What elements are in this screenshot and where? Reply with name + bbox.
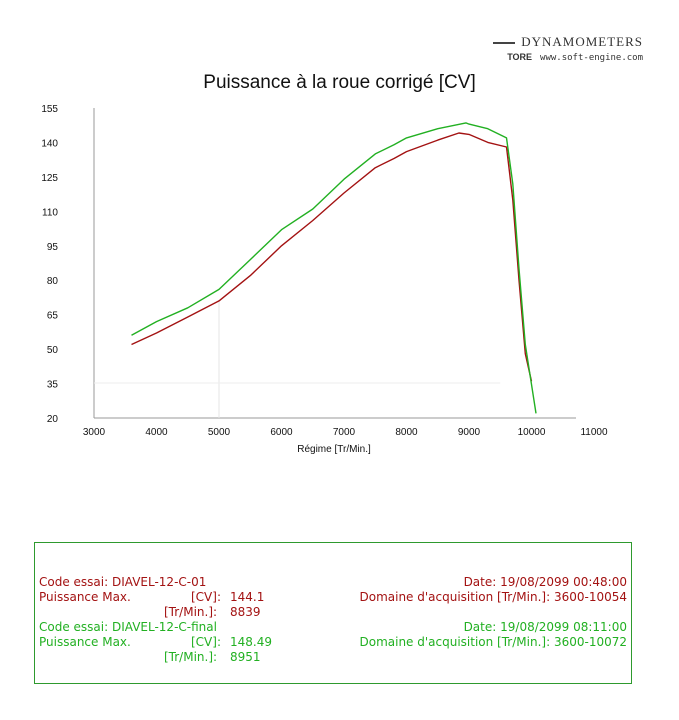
x-tick-label-5: 8000	[395, 427, 418, 438]
chart-title: Puissance à la roue corrigé [CV]	[203, 72, 476, 93]
power-label-2: Puissance Max.	[39, 635, 131, 649]
brand-block: DYNAMOMETERS TORE www.soft-engine.com	[493, 34, 643, 63]
rpm-unit-1: [Tr/Min.]:	[164, 605, 218, 619]
info-row-code-2: Code essai: DIAVEL-12-C-final Date: 19/0…	[39, 620, 627, 635]
power-value-2: 148.49	[230, 635, 272, 649]
domain-1: Domaine d'acquisition [Tr/Min.]: 3600-10…	[359, 590, 627, 604]
info-row-rpm-2: [Tr/Min.]: 8951	[39, 650, 627, 665]
power-chart: 20 35 50 65 80 95 110 125 140 155 3000 4000 5000 6000…	[41, 104, 608, 455]
y-tick-label-1: 35	[47, 380, 59, 391]
brand-url: www.soft-engine.com	[540, 53, 643, 63]
brand-name: DYNAMOMETERS	[521, 34, 643, 49]
brand-bar-icon	[493, 42, 516, 45]
info-row-rpm-1: [Tr/Min.]: 8839	[39, 605, 627, 620]
y-tick-label-5: 95	[47, 242, 59, 253]
power-unit-1: [CV]:	[191, 590, 221, 604]
x-tick-label-0: 3000	[83, 427, 106, 438]
power-value-1: 144.1	[230, 590, 265, 604]
x-tick-label-4: 7000	[333, 427, 356, 438]
code-1: Code essai: DIAVEL-12-C-01	[39, 575, 207, 589]
y-tick-label-2: 50	[47, 345, 59, 356]
rpm-unit-2: [Tr/Min.]:	[164, 650, 218, 664]
date-1: Date: 19/08/2099 00:48:00	[463, 575, 627, 589]
x-axis-label: Régime [Tr/Min.]	[297, 444, 371, 455]
rpm-value-1: 8839	[230, 605, 261, 619]
x-tick-label-2: 5000	[208, 427, 231, 438]
power-unit-2: [CV]:	[191, 635, 221, 649]
x-tick-label-1: 4000	[145, 427, 168, 438]
x-tick-label-7: 10000	[518, 427, 546, 438]
info-row-power-2: Puissance Max. [CV]: 148.49 Domaine d'ac…	[39, 635, 627, 650]
test-info-panel: Code essai: DIAVEL-12-C-01 Date: 19/08/2…	[34, 542, 632, 684]
x-tick-label-8: 11000	[580, 427, 608, 438]
y-tick-label-6: 110	[42, 207, 58, 218]
y-tick-label-9: 155	[41, 104, 58, 115]
x-tick-label-6: 9000	[458, 427, 481, 438]
power-label-1: Puissance Max.	[39, 590, 131, 604]
y-tick-label-7: 125	[41, 173, 58, 184]
y-tick-label-0: 20	[47, 414, 59, 425]
series-line-0	[131, 132, 533, 382]
info-row-power-1: Puissance Max. [CV]: 144.1 Domaine d'acq…	[39, 590, 627, 605]
brand-mark: TORE	[507, 52, 533, 62]
rpm-value-2: 8951	[230, 650, 261, 664]
info-row-code-1: Code essai: DIAVEL-12-C-01 Date: 19/08/2…	[39, 575, 627, 590]
series-line-1	[131, 122, 537, 414]
date-2: Date: 19/08/2099 08:11:00	[463, 620, 627, 634]
y-tick-label-4: 80	[47, 276, 59, 287]
y-tick-label-3: 65	[47, 311, 59, 322]
code-2: Code essai: DIAVEL-12-C-final	[39, 620, 217, 634]
domain-2: Domaine d'acquisition [Tr/Min.]: 3600-10…	[359, 635, 627, 649]
x-tick-label-3: 6000	[270, 427, 293, 438]
y-tick-label-8: 140	[41, 138, 58, 149]
